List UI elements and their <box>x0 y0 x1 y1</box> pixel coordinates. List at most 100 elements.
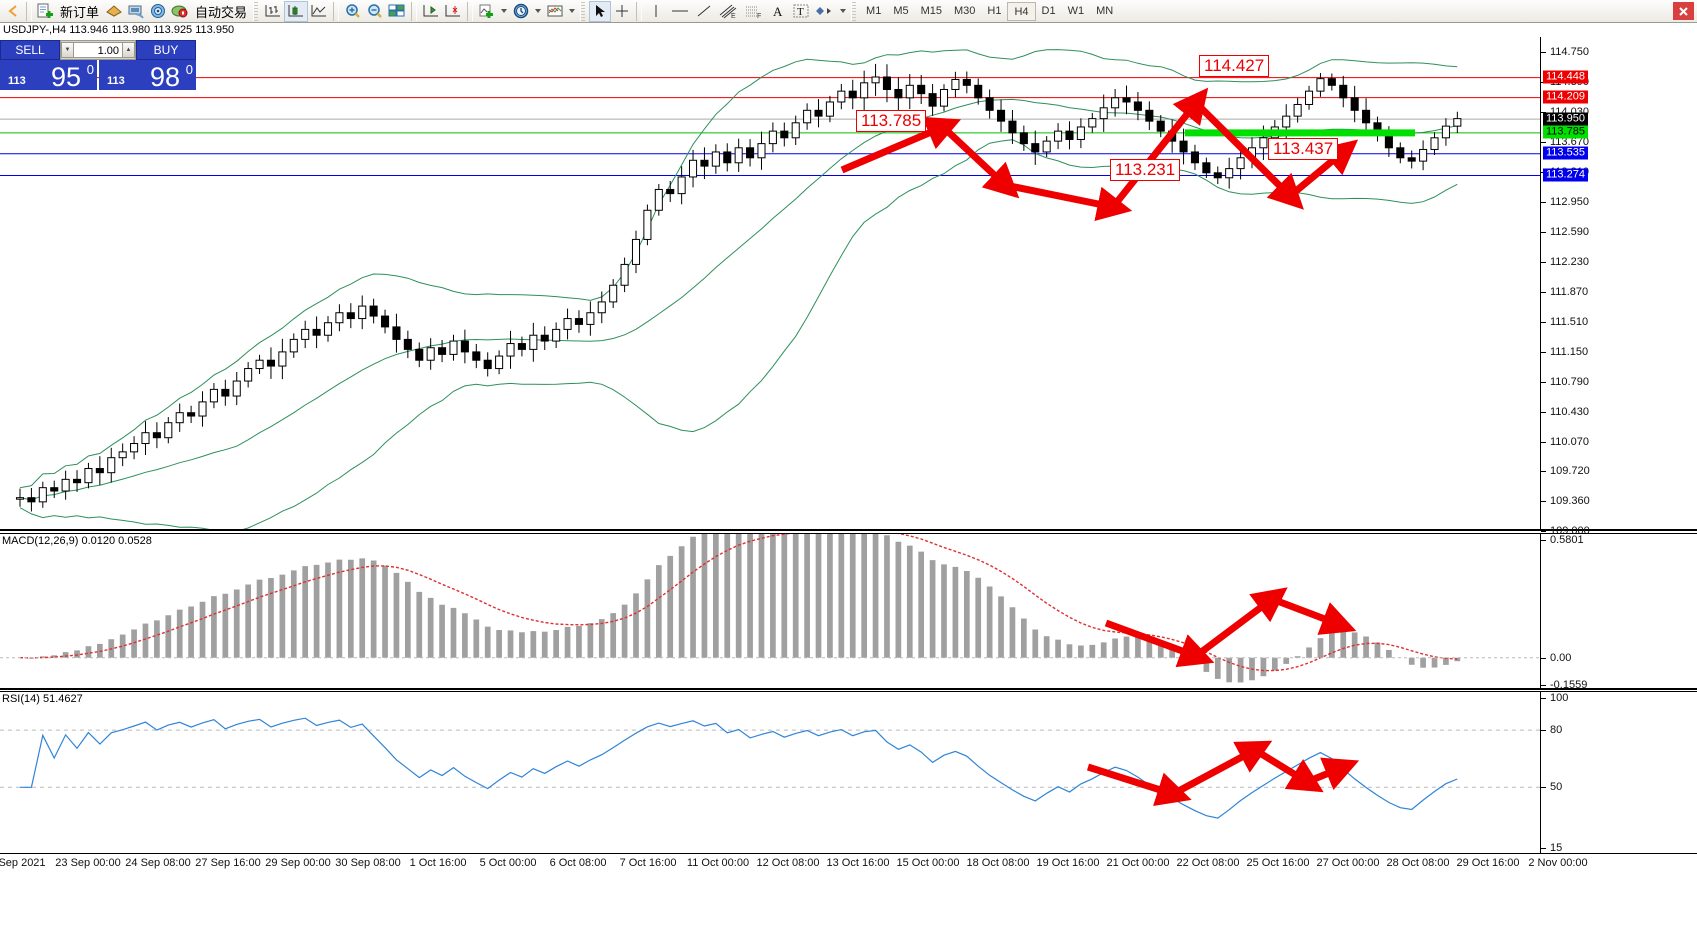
macd-tick: -0.1559 <box>1541 679 1587 691</box>
templates-icon[interactable] <box>544 1 566 22</box>
support-zone-tag: 113.785 <box>1543 125 1588 139</box>
zoom-out-icon[interactable] <box>364 1 386 22</box>
rsi-pane[interactable]: RSI(14) 51.4627 100 80 50 15 <box>0 691 1697 854</box>
time-label: Sep 2021 <box>0 857 46 869</box>
macd-axis[interactable]: 0.5801 0.00 -0.1559 <box>1540 534 1697 691</box>
close-icon[interactable] <box>1673 2 1694 20</box>
trendline-icon[interactable] <box>693 1 715 22</box>
autotrading-label[interactable]: 自动交易 <box>195 4 248 20</box>
sell-price-point: 0 <box>86 62 94 77</box>
price-tick: 113.670 <box>1541 136 1589 148</box>
price-axis[interactable]: 114.750114.390114.030113.670113.310112.9… <box>1540 37 1697 537</box>
data-center-icon[interactable] <box>125 1 147 22</box>
macd-canvas[interactable] <box>0 534 1540 688</box>
time-label: 29 Oct 16:00 <box>1456 857 1520 869</box>
support-1-tag: 113.535 <box>1543 146 1588 160</box>
price-chart-canvas[interactable]: 113.785 114.427 113.231 113.437 <box>0 37 1540 529</box>
toolbar-grip-3[interactable] <box>851 1 857 21</box>
timeframe-w1[interactable]: W1 <box>1067 4 1085 17</box>
time-label: 28 Oct 08:00 <box>1386 857 1450 869</box>
price-tick: 109.720 <box>1541 465 1590 477</box>
current-bid-tag: 113.950 <box>1543 112 1588 126</box>
timeframe-h4[interactable]: H4 <box>1007 1 1036 21</box>
timeframe-m5[interactable]: M5 <box>893 4 909 17</box>
time-axis[interactable]: Sep 2021 23 Sep 00:00 24 Sep 08:00 27 Sep 1… <box>0 853 1697 943</box>
volume-stepper[interactable]: ▼ 1.00 ▲ <box>60 40 136 60</box>
data-window-icon[interactable] <box>386 1 408 22</box>
back-arrow-icon[interactable] <box>2 1 23 22</box>
line-chart-icon[interactable] <box>308 1 330 22</box>
auto-scroll-icon[interactable] <box>442 1 464 22</box>
chart-title: USDJPY-,H4 113.946 113.980 113.925 113.9… <box>3 24 235 36</box>
price-tick: 114.750 <box>1541 46 1589 58</box>
svg-text:E: E <box>731 13 736 19</box>
timeframe-mn[interactable]: MN <box>1096 4 1114 17</box>
time-label: 27 Sep 16:00 <box>195 857 261 869</box>
buy-price[interactable]: 113 98 0 <box>99 60 196 92</box>
new-order-label[interactable]: 新订单 <box>60 4 100 20</box>
expert-advisor-icon[interactable] <box>103 1 125 22</box>
time-label: 30 Sep 08:00 <box>335 857 401 869</box>
zoom-in-icon[interactable] <box>342 1 364 22</box>
text-label-icon[interactable]: T <box>789 1 813 22</box>
timeframe-d1[interactable]: D1 <box>1041 4 1056 17</box>
svg-text:F: F <box>757 13 761 19</box>
annotation-113-437: 113.437 <box>1268 138 1339 160</box>
volume-increase-icon[interactable]: ▲ <box>122 42 135 58</box>
main-toolbar[interactable]: 新订单 <box>0 0 1697 23</box>
cursor-icon[interactable] <box>589 0 612 22</box>
new-order-icon[interactable] <box>35 1 56 22</box>
time-label: 11 Oct 00:00 <box>686 857 750 869</box>
toolbar-grip[interactable] <box>253 1 259 21</box>
rsi-tick: 80 <box>1541 724 1562 736</box>
time-label: 1 Oct 16:00 <box>409 857 467 869</box>
sell-price[interactable]: 113 95 0 <box>0 60 97 91</box>
signals-icon[interactable] <box>147 1 169 22</box>
time-label: 12 Oct 08:00 <box>756 857 820 869</box>
crosshair-icon[interactable] <box>611 1 633 22</box>
timeframe-h1[interactable]: H1 <box>987 4 1002 17</box>
macd-tick: 0.00 <box>1541 652 1571 664</box>
buy-button[interactable]: BUY <box>136 40 196 60</box>
period-icon[interactable] <box>510 1 532 22</box>
resistance-2-tag: 114.209 <box>1543 90 1588 104</box>
time-label: 7 Oct 16:00 <box>619 857 677 869</box>
toolbar-grip-2[interactable] <box>580 1 586 21</box>
shapes-dropdown-icon[interactable] <box>840 9 847 13</box>
volume-decrease-icon[interactable]: ▼ <box>61 42 74 58</box>
macd-pane[interactable]: MACD(12,26,9) 0.0120 0.0528 0.5801 0.00 -0… <box>0 533 1697 691</box>
annotation-113-231: 113.231 <box>1110 159 1181 181</box>
rsi-canvas[interactable] <box>0 692 1540 853</box>
autotrading-icon[interactable] <box>169 1 191 22</box>
chart-shift-icon[interactable] <box>420 1 442 22</box>
annotation-113-785: 113.785 <box>856 110 927 132</box>
vertical-line-icon[interactable] <box>645 1 667 22</box>
period-dropdown-icon[interactable] <box>535 9 542 13</box>
time-label: 15 Oct 00:00 <box>896 857 960 869</box>
indicators-icon[interactable] <box>476 1 498 22</box>
rsi-axis[interactable]: 100 80 50 15 <box>1540 692 1697 854</box>
shapes-icon[interactable] <box>813 1 837 22</box>
bar-chart-icon[interactable] <box>262 1 284 22</box>
toolbar-separator <box>26 1 32 21</box>
price-tick: 110.070 <box>1541 436 1589 448</box>
text-icon[interactable]: A <box>767 1 789 22</box>
fibonacci-icon[interactable]: F <box>741 1 767 22</box>
timeframe-m30[interactable]: M30 <box>954 4 976 17</box>
timeframe-m15[interactable]: M15 <box>920 4 942 17</box>
buy-price-main: 98 <box>149 62 180 92</box>
timeframe-m1[interactable]: M1 <box>866 4 882 17</box>
candlestick-chart-icon[interactable] <box>284 0 309 22</box>
sell-button[interactable]: SELL <box>0 40 60 60</box>
equidistant-channel-icon[interactable]: E <box>715 1 741 22</box>
rsi-tick: 15 <box>1541 842 1562 854</box>
one-click-trading-panel[interactable]: SELL ▼ 1.00 ▲ BUY 113 95 0 113 98 0 <box>0 40 196 92</box>
horizontal-line-icon[interactable] <box>667 1 693 22</box>
timeframe-group[interactable]: M1 M5 M15 M30 H1 H4 D1 W1 MN <box>860 1 1119 21</box>
volume-value[interactable]: 1.00 <box>74 42 122 58</box>
templates-dropdown-icon[interactable] <box>569 9 576 13</box>
time-label: 21 Oct 00:00 <box>1106 857 1170 869</box>
indicators-dropdown-icon[interactable] <box>501 9 508 13</box>
svg-text:T: T <box>797 6 804 18</box>
